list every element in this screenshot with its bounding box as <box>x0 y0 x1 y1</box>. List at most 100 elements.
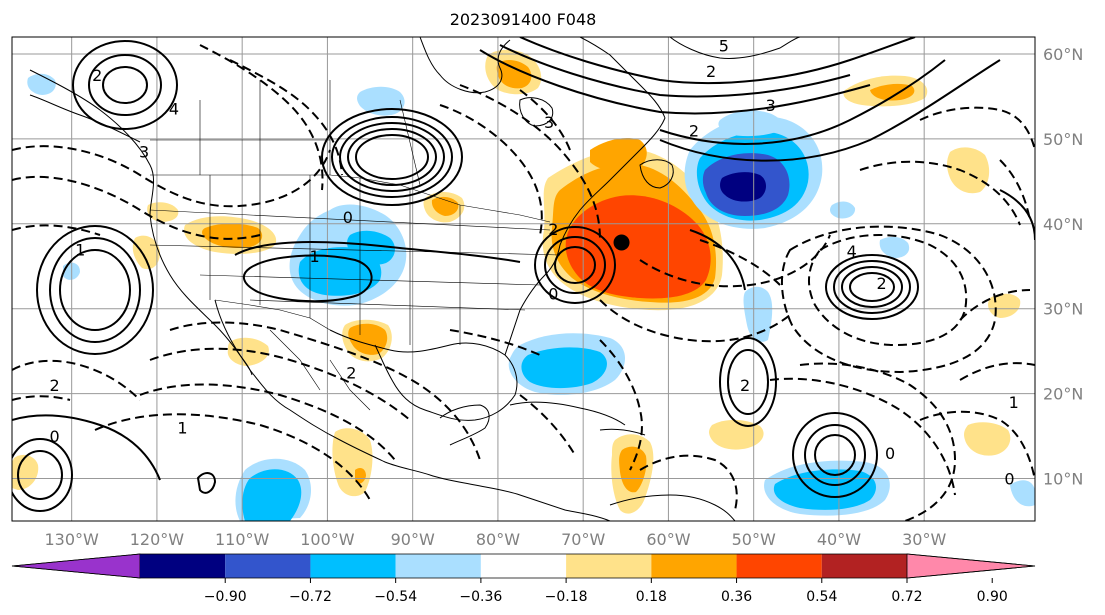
coastline-newfoundland <box>639 159 674 189</box>
positive-anomaly-west-mid <box>202 223 263 248</box>
coastline-alaska-islands <box>29 94 141 143</box>
contour-label: 0 <box>1004 470 1014 489</box>
positive-anomaly-mexico <box>355 468 366 484</box>
contour-dashed-29 <box>519 89 571 151</box>
positive-anomaly-pac-2 <box>147 202 179 222</box>
negative-anomaly-mid-carib <box>521 347 607 389</box>
contour-label: 3 <box>766 96 776 115</box>
contour-label: 1 <box>177 419 187 438</box>
map-title: 2023091400 F048 <box>449 10 597 29</box>
contour-dashed-25 <box>519 394 576 456</box>
negative-anomaly-mid-epac <box>242 469 302 521</box>
contour-high-sw <box>12 438 73 512</box>
colorbar-tick-labels: −0.90 −0.72 −0.54 −0.36 −0.18 0.18 0.36 0.54 0.7… <box>204 578 1008 605</box>
coastline-east-us <box>504 117 666 356</box>
longitude-tick-label: 90°W <box>391 530 435 549</box>
colorbar-extend-low <box>11 553 141 579</box>
contour-dashed-11 <box>459 84 601 241</box>
longitude-labels: 130°W 120°W 110°W 100°W 90°W 80°W 70°W 60°W 50°W… <box>44 530 946 549</box>
negative-anomaly-small-5 <box>1010 480 1035 507</box>
positive-anomaly-carib-mid <box>619 446 647 493</box>
contour-plains-1 <box>242 254 373 303</box>
colorbar-tick-label: 0.90 <box>977 589 1008 605</box>
colorbar-tick-label: 0.18 <box>636 589 667 605</box>
colorbar-tick-label: −0.54 <box>374 589 417 605</box>
contour-label: 3 <box>544 113 554 132</box>
colorbar-tick-label: −0.90 <box>204 589 247 605</box>
latitude-tick-label: 60°N <box>1043 45 1083 64</box>
contour-dashed-24 <box>599 339 643 471</box>
colorbar-tick-label: −0.36 <box>459 589 502 605</box>
colorbar-tick-label: 0.72 <box>891 589 922 605</box>
colorbar-segment <box>310 554 396 578</box>
contour-label: 1 <box>75 240 85 259</box>
longitude-tick-label: 80°W <box>476 530 520 549</box>
contour-dashed-7 <box>94 413 371 501</box>
longitude-tick-label: 40°W <box>817 530 861 549</box>
contour-dashed-26 <box>639 454 738 511</box>
contour-label: 2 <box>346 363 356 382</box>
contour-label: 5 <box>719 36 729 55</box>
negative-anomaly-vstrong-na <box>720 172 766 202</box>
contour-high-satl <box>792 412 878 498</box>
border-us-mexico <box>214 299 331 331</box>
contour-jet-4 <box>659 59 946 145</box>
contour-dashed-31 <box>449 329 541 356</box>
contour-dashed-12 <box>599 299 791 343</box>
contour-label: 2 <box>50 376 60 395</box>
colorbar-segment <box>566 554 652 578</box>
negative-anomaly-mid-plains-2 <box>347 230 395 265</box>
border-mexico-states <box>269 329 371 411</box>
contour-dashed-8 <box>229 59 343 176</box>
negative-anomaly-small-1 <box>743 286 773 342</box>
coastline-sa <box>609 494 736 521</box>
coastline-cuba <box>509 401 626 426</box>
contour-label: 0 <box>343 208 353 227</box>
colorbar <box>11 553 1036 579</box>
colorbar-segment <box>821 554 907 578</box>
longitude-tick-label: 100°W <box>300 530 355 549</box>
contour-plains-system <box>234 241 521 303</box>
coastline-yucatan <box>439 404 490 446</box>
contour-sw-band <box>12 414 161 481</box>
longitude-tick-label: 120°W <box>130 530 185 549</box>
positive-anomaly-ne-us-2 <box>431 196 459 216</box>
longitude-tick-label: 130°W <box>44 530 99 549</box>
contour-label: 4 <box>169 99 179 118</box>
contour-label: 2 <box>689 121 699 140</box>
colorbar-segment <box>395 554 481 578</box>
contour-dashed-4 <box>169 321 481 461</box>
contour-dashed-30 <box>699 239 781 286</box>
contour-small-1 <box>196 472 217 494</box>
longitude-tick-label: 50°W <box>732 530 776 549</box>
positive-anomaly-pac-1 <box>132 235 160 270</box>
contour-label: 0 <box>885 444 895 463</box>
contour-mid-atl-2 <box>689 229 746 291</box>
contour-dashed-18 <box>919 410 1035 481</box>
contour-dashed-6 <box>139 383 396 461</box>
latitude-labels: 10°N 20°N 30°N 40°N 50°N 60°N <box>1043 45 1083 489</box>
contour-high-nw <box>72 40 178 130</box>
colorbar-segment <box>480 554 567 578</box>
positive-anomaly-labrador <box>590 138 647 172</box>
contour-label: 1 <box>310 247 320 266</box>
contour-label: 2 <box>876 274 886 293</box>
contour-dashed-3 <box>12 224 101 236</box>
positive-anomaly-far-east <box>947 147 990 194</box>
contour-high-atl <box>825 254 919 320</box>
colorbar-outline <box>11 553 1036 579</box>
longitude-tick-label: 60°W <box>646 530 690 549</box>
storm-marker <box>613 234 630 251</box>
latitude-tick-label: 50°N <box>1043 130 1083 149</box>
contour-jet-1 <box>519 37 916 85</box>
contour-label: 2 <box>92 66 102 85</box>
positive-anomaly-greenland-mid <box>870 83 915 101</box>
contours-dashed <box>12 44 1035 521</box>
contour-dashed-14 <box>808 233 968 347</box>
positive-anomaly-strong <box>565 195 711 299</box>
gridlines <box>12 37 1035 521</box>
negative-anomaly-mid-atl <box>773 469 876 510</box>
